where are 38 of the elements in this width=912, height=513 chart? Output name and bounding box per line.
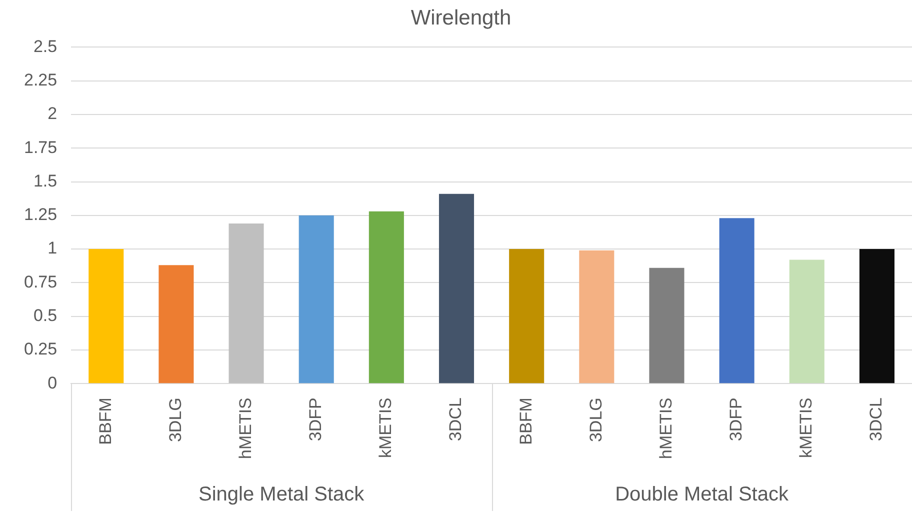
bar: [298, 215, 334, 384]
text: Single Metal Stack: [198, 484, 366, 506]
bar: [88, 249, 124, 384]
y-tick-label: 1.75: [24, 138, 58, 157]
x-tick-label: BBFM: [516, 398, 536, 445]
x-tick-label: kMETIS: [796, 398, 816, 458]
bar: [438, 194, 474, 384]
bar: [859, 249, 894, 384]
x-tick-label: 3DCL: [446, 398, 466, 442]
chart-title: Wirelength: [410, 6, 512, 30]
bar: [789, 260, 824, 384]
bar: [158, 265, 194, 384]
y-tick-label: 0: [48, 373, 58, 392]
x-tick-label: 3DFP: [726, 398, 746, 442]
bar: [579, 250, 614, 384]
x-tick-label: 3DLG: [586, 398, 606, 442]
bar: [649, 268, 684, 384]
y-tick-label: 0.25: [24, 340, 58, 359]
y-tick-label: 2.5: [33, 36, 58, 56]
bar: [719, 218, 754, 384]
y-tick-label: 0.75: [24, 272, 58, 292]
x-tick-label: hMETIS: [236, 398, 255, 460]
x-tick-label: 3DLG: [166, 398, 185, 442]
x-tick-label: 3DFP: [306, 398, 326, 442]
y-tick-label: 2.25: [24, 70, 58, 90]
bar: [368, 211, 404, 384]
bar: [509, 249, 544, 384]
y-tick-label: 0.5: [33, 306, 58, 326]
y-tick-label: 1.5: [33, 171, 58, 190]
text: Double Metal Stack: [615, 484, 790, 506]
y-tick-label: 1.25: [24, 205, 58, 224]
x-tick-label: hMETIS: [656, 398, 676, 460]
x-tick-label: 3DCL: [866, 398, 886, 442]
y-tick-label: 2: [48, 104, 58, 124]
y-tick-label: 1: [48, 238, 58, 258]
x-tick-label: kMETIS: [376, 398, 396, 458]
x-tick-label: BBFM: [96, 398, 115, 445]
bar: [228, 223, 264, 384]
